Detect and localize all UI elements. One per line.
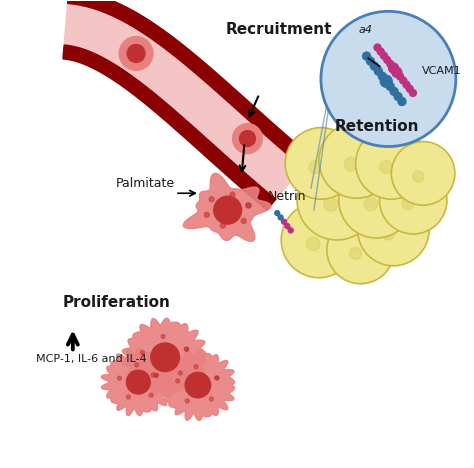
- Circle shape: [383, 57, 391, 63]
- Circle shape: [324, 197, 338, 212]
- Circle shape: [176, 379, 180, 383]
- Circle shape: [230, 192, 235, 197]
- Text: Netrin: Netrin: [267, 190, 306, 203]
- Circle shape: [386, 82, 394, 90]
- Text: Recruitment: Recruitment: [226, 22, 332, 37]
- Circle shape: [184, 347, 189, 351]
- Circle shape: [366, 57, 374, 65]
- Circle shape: [382, 227, 394, 240]
- Circle shape: [220, 223, 225, 228]
- Circle shape: [281, 202, 356, 278]
- Circle shape: [392, 67, 402, 77]
- Circle shape: [140, 351, 145, 355]
- Circle shape: [135, 363, 139, 367]
- Circle shape: [127, 370, 150, 394]
- Circle shape: [239, 131, 255, 146]
- Circle shape: [374, 67, 383, 75]
- Circle shape: [402, 197, 414, 210]
- Circle shape: [154, 373, 158, 377]
- Circle shape: [127, 44, 145, 62]
- Polygon shape: [64, 3, 302, 199]
- Text: Palmitate: Palmitate: [116, 177, 174, 190]
- Polygon shape: [63, 45, 276, 210]
- Circle shape: [288, 228, 293, 233]
- Polygon shape: [159, 350, 235, 420]
- Circle shape: [149, 393, 153, 397]
- Polygon shape: [122, 318, 206, 396]
- Circle shape: [214, 196, 242, 224]
- Circle shape: [403, 81, 410, 88]
- Circle shape: [185, 373, 210, 398]
- Circle shape: [327, 216, 394, 284]
- Circle shape: [363, 52, 371, 60]
- Circle shape: [413, 171, 424, 182]
- Circle shape: [215, 376, 219, 380]
- Circle shape: [246, 203, 251, 208]
- Circle shape: [297, 161, 376, 240]
- Circle shape: [387, 60, 394, 67]
- Circle shape: [364, 197, 378, 211]
- Circle shape: [392, 141, 455, 205]
- Polygon shape: [101, 349, 173, 416]
- Circle shape: [119, 37, 153, 70]
- Circle shape: [398, 97, 406, 105]
- Polygon shape: [183, 173, 271, 241]
- Text: MCP-1, IL-6 and IL-4: MCP-1, IL-6 and IL-4: [36, 354, 147, 364]
- Circle shape: [357, 194, 429, 266]
- Circle shape: [378, 72, 386, 80]
- Circle shape: [151, 373, 155, 377]
- Circle shape: [371, 62, 378, 70]
- Circle shape: [241, 219, 246, 223]
- Circle shape: [215, 376, 219, 380]
- Circle shape: [400, 77, 407, 84]
- Circle shape: [275, 211, 280, 216]
- Circle shape: [309, 161, 322, 174]
- Circle shape: [209, 197, 214, 202]
- Circle shape: [321, 11, 456, 146]
- Text: a4: a4: [359, 25, 373, 35]
- Circle shape: [389, 63, 399, 73]
- Circle shape: [319, 123, 394, 198]
- Circle shape: [356, 128, 427, 199]
- Circle shape: [184, 347, 189, 351]
- Circle shape: [178, 371, 182, 375]
- Circle shape: [380, 75, 392, 87]
- Circle shape: [390, 88, 398, 95]
- Circle shape: [204, 212, 209, 217]
- Circle shape: [127, 395, 130, 399]
- Circle shape: [374, 44, 381, 51]
- Circle shape: [210, 397, 213, 401]
- Polygon shape: [68, 0, 311, 167]
- Text: VCAM1: VCAM1: [422, 66, 462, 76]
- Circle shape: [278, 215, 283, 220]
- Circle shape: [154, 373, 158, 377]
- Circle shape: [349, 247, 362, 259]
- Circle shape: [118, 376, 121, 380]
- Circle shape: [394, 93, 402, 101]
- Circle shape: [285, 128, 356, 199]
- Circle shape: [380, 167, 447, 234]
- Circle shape: [185, 399, 189, 403]
- Circle shape: [246, 203, 251, 208]
- Circle shape: [307, 237, 320, 250]
- Circle shape: [410, 89, 416, 96]
- Circle shape: [233, 124, 263, 154]
- Circle shape: [344, 157, 358, 171]
- Circle shape: [397, 73, 403, 80]
- Circle shape: [282, 219, 286, 224]
- Circle shape: [380, 161, 392, 174]
- Circle shape: [381, 52, 387, 59]
- Text: Retention: Retention: [334, 119, 419, 134]
- Circle shape: [161, 335, 165, 338]
- Circle shape: [194, 365, 198, 369]
- Circle shape: [151, 343, 179, 372]
- Circle shape: [406, 85, 413, 92]
- Circle shape: [339, 162, 414, 238]
- Circle shape: [285, 224, 290, 228]
- Text: Proliferation: Proliferation: [63, 295, 171, 310]
- Circle shape: [377, 48, 384, 55]
